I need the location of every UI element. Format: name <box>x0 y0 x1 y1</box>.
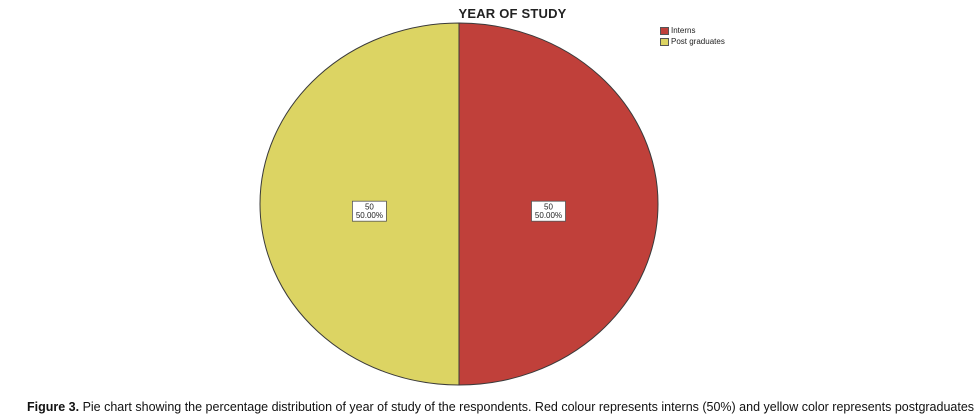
figure-caption: Figure 3. Pie chart showing the percenta… <box>27 400 975 414</box>
slice-percent-label: 50.00% <box>535 211 562 220</box>
caption-text: Pie chart showing the percentage distrib… <box>79 400 975 414</box>
legend-item-interns: Interns <box>660 25 725 36</box>
legend-swatch-post-graduates <box>660 37 669 46</box>
legend-label-post-graduates: Post graduates <box>671 37 725 46</box>
chart-legend: Interns Post graduates <box>660 25 725 47</box>
slice-label-box <box>531 200 566 222</box>
slice-label-box <box>351 200 387 222</box>
legend-swatch-interns <box>660 26 669 35</box>
legend-item-post-graduates: Post graduates <box>660 36 725 47</box>
caption-label: Figure 3. <box>27 400 80 414</box>
slice-count-label: 50 <box>365 203 374 212</box>
chart-title: YEAR OF STUDY <box>458 6 567 21</box>
legend-label-interns: Interns <box>671 26 696 35</box>
slice-percent-label: 50.00% <box>356 211 383 220</box>
slice-count-label: 50 <box>544 203 553 212</box>
